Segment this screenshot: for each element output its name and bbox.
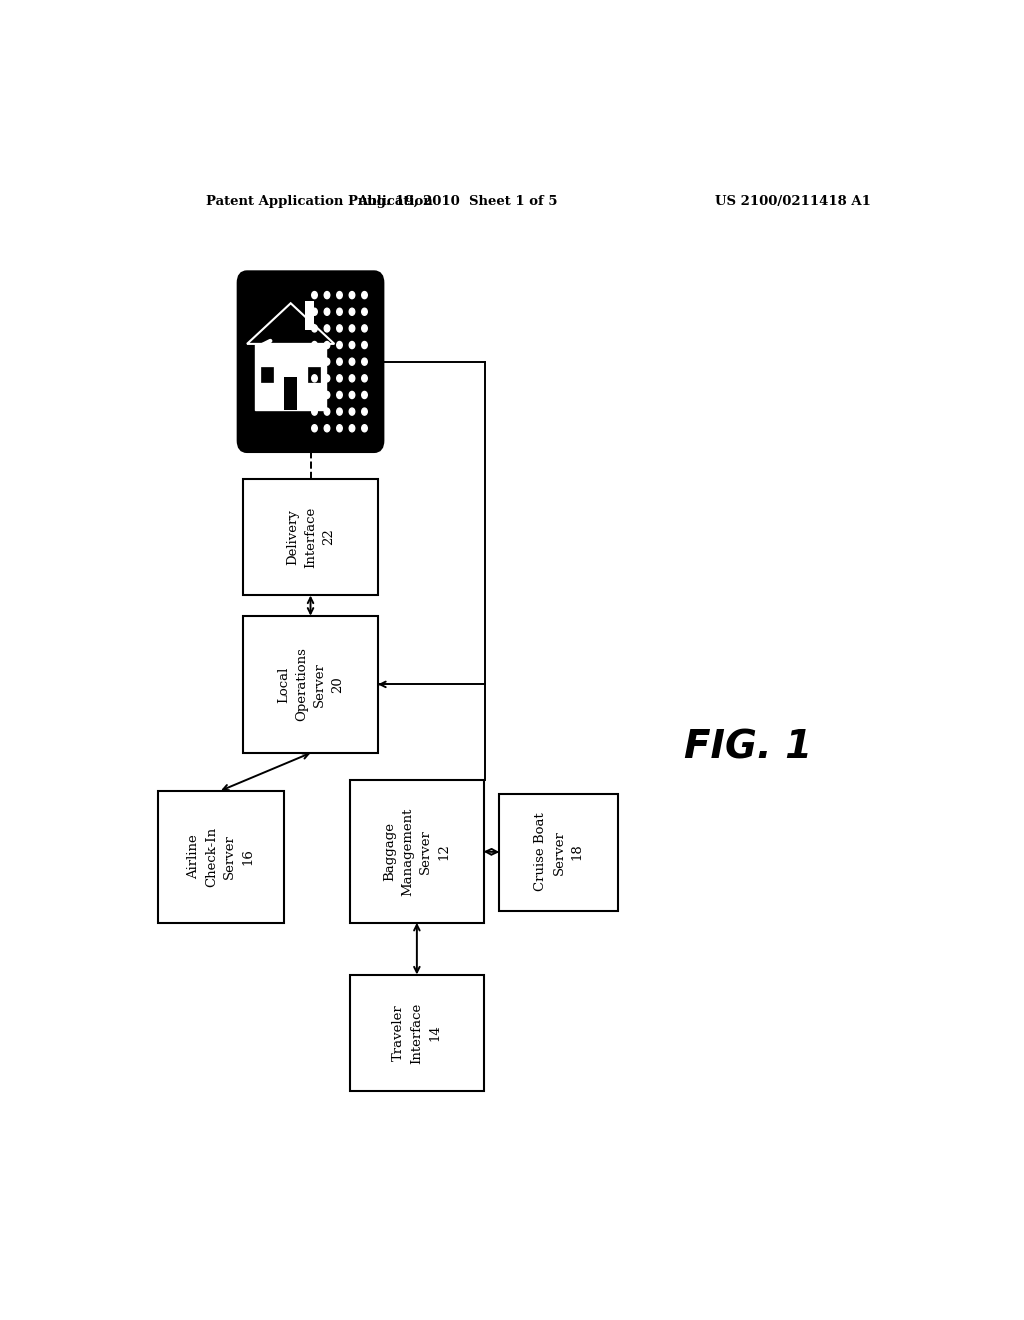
Circle shape	[311, 292, 317, 298]
Bar	[308, 367, 321, 381]
Bar	[158, 791, 284, 923]
Circle shape	[325, 392, 330, 399]
Circle shape	[337, 292, 342, 298]
Circle shape	[311, 375, 317, 381]
Circle shape	[337, 342, 342, 348]
Circle shape	[349, 392, 354, 399]
Bar	[261, 367, 273, 381]
Bar	[243, 479, 378, 595]
Bar	[500, 793, 618, 911]
Circle shape	[361, 325, 368, 331]
Circle shape	[311, 308, 317, 315]
FancyBboxPatch shape	[240, 273, 382, 450]
Text: Aug. 19, 2010  Sheet 1 of 5: Aug. 19, 2010 Sheet 1 of 5	[357, 195, 558, 209]
Text: Airline
Check-In
Server
16: Airline Check-In Server 16	[187, 826, 254, 887]
Circle shape	[337, 375, 342, 381]
Circle shape	[325, 425, 330, 432]
Circle shape	[311, 342, 317, 348]
Text: Local
Operations
Server
20: Local Operations Server 20	[278, 647, 344, 721]
Text: FIG. 1: FIG. 1	[684, 729, 812, 767]
Circle shape	[337, 325, 342, 331]
Circle shape	[325, 325, 330, 331]
Circle shape	[311, 325, 317, 331]
Circle shape	[349, 425, 354, 432]
Circle shape	[337, 308, 342, 315]
Bar	[350, 780, 483, 923]
Circle shape	[337, 425, 342, 432]
Circle shape	[311, 392, 317, 399]
Circle shape	[311, 358, 317, 366]
Bar	[350, 974, 483, 1092]
Circle shape	[349, 375, 354, 381]
Circle shape	[325, 408, 330, 416]
Circle shape	[325, 358, 330, 366]
Circle shape	[311, 408, 317, 416]
Circle shape	[361, 292, 368, 298]
Circle shape	[361, 425, 368, 432]
Polygon shape	[247, 304, 334, 345]
Circle shape	[349, 292, 354, 298]
Circle shape	[349, 408, 354, 416]
Circle shape	[361, 358, 368, 366]
Circle shape	[361, 375, 368, 381]
Circle shape	[361, 408, 368, 416]
Circle shape	[325, 308, 330, 315]
Circle shape	[337, 392, 342, 399]
Circle shape	[349, 308, 354, 315]
Circle shape	[361, 392, 368, 399]
Bar	[305, 301, 314, 330]
Text: Cruise Boat
Server
18: Cruise Boat Server 18	[535, 813, 584, 891]
Text: Patent Application Publication: Patent Application Publication	[206, 195, 432, 209]
Text: Traveler
Interface
14: Traveler Interface 14	[392, 1002, 441, 1064]
Circle shape	[325, 375, 330, 381]
Circle shape	[337, 358, 342, 366]
Circle shape	[337, 408, 342, 416]
Circle shape	[349, 358, 354, 366]
Text: US 2100/0211418 A1: US 2100/0211418 A1	[715, 195, 871, 209]
Circle shape	[325, 342, 330, 348]
Text: Baggage
Management
Server
12: Baggage Management Server 12	[383, 808, 451, 896]
Bar	[243, 615, 378, 752]
Circle shape	[361, 308, 368, 315]
Bar	[285, 378, 297, 411]
Circle shape	[325, 292, 330, 298]
Bar	[255, 345, 327, 411]
Circle shape	[349, 342, 354, 348]
Circle shape	[311, 425, 317, 432]
Text: Delivery
Interface
22: Delivery Interface 22	[286, 507, 335, 568]
Circle shape	[349, 325, 354, 331]
Circle shape	[361, 342, 368, 348]
